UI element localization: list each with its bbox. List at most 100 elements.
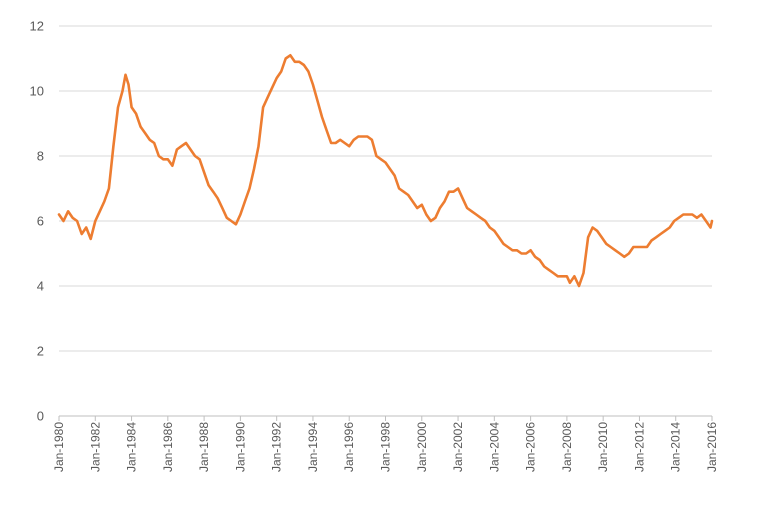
x-tick-label-Jan-1996: Jan-1996: [342, 422, 356, 472]
data-point-1988-07: [212, 191, 214, 193]
data-point-1997-01: [366, 135, 368, 138]
data-point-2005-04: [516, 249, 518, 251]
data-point-1996-04: [353, 139, 355, 141]
data-point-1989-10: [235, 223, 237, 225]
data-point-2009-12: [601, 236, 603, 238]
data-point-2010-12: [619, 252, 621, 255]
x-tick-label-Jan-2006: Jan-2006: [524, 422, 538, 472]
data-point-1987-01: [185, 142, 187, 144]
data-point-2008-09: [578, 285, 580, 287]
data-point-1985-07: [158, 155, 160, 157]
data-point-2004-01: [493, 230, 495, 232]
data-point-1983-09: [124, 74, 127, 76]
x-axis-tick-labels: Jan-1980 Jan-1982 Jan-1984 Jan-1986 Jan-1988…: [52, 422, 719, 472]
data-point-1992-01: [276, 77, 278, 79]
x-tick-label-Jan-2016: Jan-2016: [705, 422, 719, 472]
data-point-2013-12: [673, 220, 675, 222]
data-point-1992-04: [280, 70, 282, 73]
data-point-2004-07: [502, 243, 504, 245]
data-point-1980-10: [72, 217, 74, 219]
data-point-2002-07: [466, 207, 468, 209]
y-tick-label-2: 2: [37, 344, 44, 359]
data-point-2012-12: [655, 236, 657, 238]
x-tick-label-Jan-1998: Jan-1998: [379, 422, 393, 472]
data-point-1993-01: [294, 61, 296, 63]
data-point-2002-01: [457, 187, 459, 190]
data-point-2000-07: [430, 220, 432, 222]
data-point-2007-01: [548, 269, 550, 271]
data-point-1987-07: [194, 155, 196, 157]
data-point-2012-06: [646, 246, 648, 248]
data-point-1988-04: [208, 184, 210, 186]
data-point-1980-04: [62, 220, 65, 222]
x-tick-label-Jan-1984: Jan-1984: [125, 422, 139, 472]
data-point-1994-07: [321, 116, 323, 118]
data-point-1993-04: [298, 61, 300, 63]
data-point-2003-04: [480, 217, 482, 219]
data-point-1990-10: [253, 168, 255, 170]
data-point-1986-07: [176, 148, 178, 151]
y-tick-label-8: 8: [37, 149, 44, 164]
x-tick-label-Jan-1986: Jan-1986: [161, 422, 175, 472]
data-point-2009-03: [587, 236, 589, 238]
data-point-1995-04: [335, 142, 337, 144]
data-point-1992-07: [285, 57, 287, 60]
x-tick-label-Jan-2004: Jan-2004: [487, 422, 501, 472]
data-point-2013-06: [664, 230, 666, 232]
data-point-1986-01: [167, 158, 169, 160]
data-point-2003-10: [489, 226, 491, 229]
data-point-1992-10: [289, 54, 291, 56]
data-point-1995-07: [339, 139, 341, 141]
data-point-1998-10: [398, 187, 400, 190]
data-point-1994-01: [312, 83, 314, 86]
data-point-2006-07: [539, 259, 541, 261]
data-point-1997-04: [371, 139, 373, 141]
series-line-0: [57, 54, 714, 288]
data-point-1999-04: [407, 194, 409, 196]
data-point-2009-06: [592, 226, 594, 229]
data-point-2006-10: [543, 265, 545, 268]
data-point-1995-01: [330, 142, 332, 144]
data-point-1999-10: [416, 207, 418, 209]
data-point-1987-10: [199, 158, 201, 160]
data-point-1990-01: [239, 213, 241, 216]
data-point-2004-10: [507, 246, 509, 248]
data-point-1990-04: [244, 200, 246, 203]
data-point-2005-10: [525, 252, 527, 255]
y-tick-label-12: 12: [30, 19, 44, 34]
data-point-1996-07: [357, 135, 359, 138]
data-point-1997-10: [380, 158, 382, 160]
data-point-2013-09: [669, 226, 671, 229]
data-point-2005-01: [511, 249, 514, 251]
data-point-1986-04: [171, 165, 173, 167]
data-point-1998-07: [394, 174, 396, 177]
x-tick-label-Jan-2000: Jan-2000: [415, 422, 429, 472]
data-point-2014-12: [691, 213, 693, 216]
x-tick-label-Jan-1980: Jan-1980: [52, 422, 66, 472]
data-point-2000-10: [434, 217, 436, 219]
x-tick-label-Jan-2002: Jan-2002: [451, 422, 465, 472]
data-point-1991-10: [271, 87, 273, 89]
data-point-1995-10: [344, 142, 346, 144]
x-tick-label-Jan-1994: Jan-1994: [306, 422, 320, 472]
data-point-1989-07: [230, 220, 232, 222]
data-point-2012-09: [650, 239, 653, 242]
data-point-2014-06: [682, 213, 684, 216]
x-tick-label-Jan-2014: Jan-2014: [669, 422, 683, 472]
data-point-2007-10: [561, 275, 564, 277]
data-point-1983-04: [117, 106, 119, 108]
data-point-2001-01: [439, 207, 441, 209]
data-point-2011-09: [632, 246, 635, 248]
x-tick-label-Jan-2010: Jan-2010: [596, 422, 610, 472]
data-point-2016-01: [711, 220, 713, 222]
data-point-1985-01: [149, 139, 151, 141]
data-point-1981-07: [85, 226, 87, 229]
data-point-1980-07: [67, 210, 69, 212]
data-point-1991-07: [267, 96, 269, 99]
data-point-2002-10: [471, 210, 473, 212]
data-point-1994-04: [316, 100, 319, 102]
x-tick-label-Jan-1982: Jan-1982: [88, 422, 102, 472]
data-point-1999-07: [412, 200, 414, 203]
data-point-1998-04: [389, 168, 391, 170]
